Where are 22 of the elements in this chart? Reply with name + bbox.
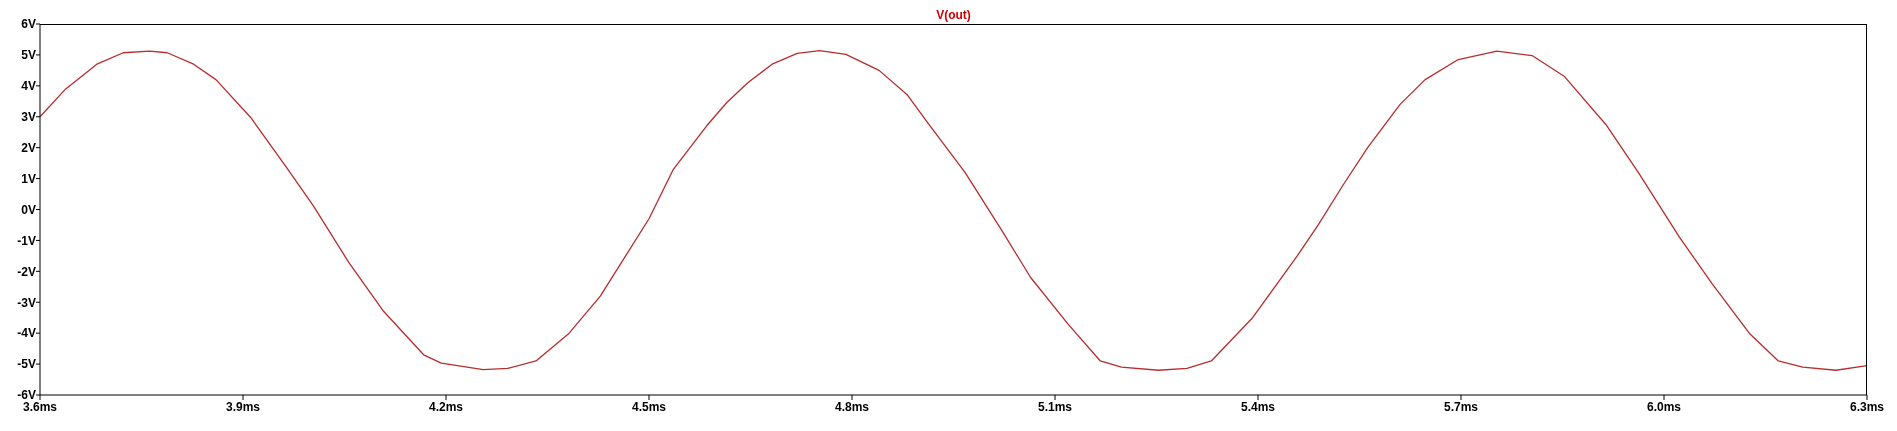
y-tick-label: 3V [21, 110, 36, 125]
x-tick-label: 3.9ms [225, 399, 261, 414]
x-tick-label: 4.8ms [834, 399, 870, 414]
y-tick-label: 1V [21, 171, 36, 186]
y-tick-label: -4V [17, 326, 36, 341]
y-tick-label: 0V [21, 202, 36, 217]
y-tick-label: -2V [17, 264, 36, 279]
x-tick-label: 5.4ms [1240, 399, 1276, 414]
y-tick-label: 6V [21, 17, 36, 32]
y-tick-label: 5V [21, 48, 36, 63]
x-tick-label: 4.2ms [428, 399, 464, 414]
y-tick-label: -3V [17, 295, 36, 310]
x-tick-label: 4.5ms [631, 399, 667, 414]
y-tick-label: 2V [21, 140, 36, 155]
x-tick-label: 5.1ms [1037, 399, 1073, 414]
x-tick-label: 6.0ms [1646, 399, 1682, 414]
y-tick-label: -1V [17, 233, 36, 248]
chart-title: V(out) [935, 8, 972, 22]
y-tick-label: 4V [21, 79, 36, 94]
x-tick-label: 6.3ms [1849, 399, 1885, 414]
x-tick-label: 5.7ms [1443, 399, 1479, 414]
y-tick-label: -5V [17, 357, 36, 372]
